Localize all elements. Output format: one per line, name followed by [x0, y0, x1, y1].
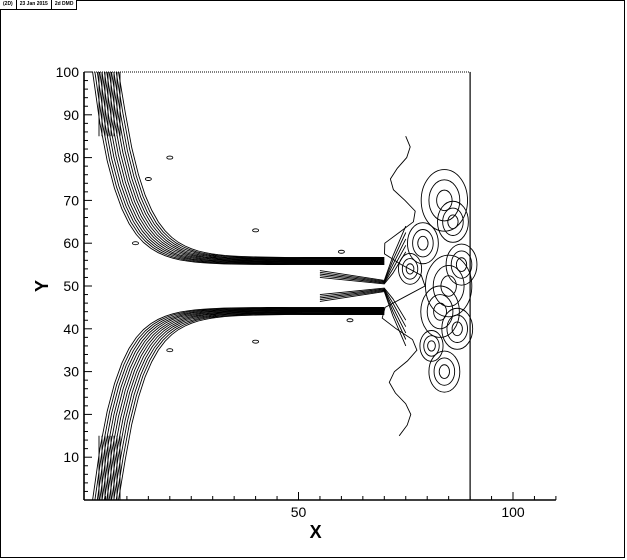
vortex-contour [427, 340, 436, 352]
vortex-contour [455, 257, 468, 272]
vortex-contour [442, 207, 464, 236]
y-tick-label: 10 [63, 449, 79, 465]
vortex-contour [441, 307, 474, 350]
lower-shear-contour [92, 306, 385, 501]
lower-shear-contour [115, 313, 385, 501]
vortex-contour [425, 254, 473, 318]
vortex-contour [447, 214, 459, 230]
converge-contour [319, 245, 407, 284]
vortex-contour [437, 200, 469, 243]
converge-contour [319, 288, 407, 327]
island-contour [209, 254, 217, 258]
upper-shear-contour [94, 71, 385, 265]
y-tick-label: 30 [63, 364, 79, 380]
y-tick-label: 60 [63, 235, 79, 251]
lower-shear-contour [101, 309, 385, 501]
vortex-contour [433, 302, 447, 321]
y-tick-label: 20 [63, 406, 79, 422]
upper-shear-contour [106, 71, 385, 262]
upper-shear-contour [113, 71, 385, 260]
y-tick-label: 100 [56, 64, 80, 80]
upper-shear-contour [108, 71, 385, 261]
contour-lines [92, 71, 478, 501]
island-contour [166, 155, 174, 160]
upper-shear-contour [111, 71, 385, 260]
y-tick-label: 80 [63, 150, 79, 166]
lower-shear-contour [96, 308, 385, 501]
y-axis-title: Y [32, 280, 52, 292]
vortex-contour [438, 364, 450, 379]
lower-shear-contour [106, 310, 385, 501]
vortex-contour [436, 189, 453, 212]
vortex-contour [407, 222, 439, 265]
lower-shear-contour [111, 312, 385, 501]
vortex-contour [426, 294, 454, 330]
converge-contour [319, 290, 407, 340]
island-contour [252, 339, 260, 344]
vortex-contour [428, 350, 461, 393]
y-tick-label: 40 [63, 321, 79, 337]
lower-shear-contour [94, 307, 385, 501]
y-tick-label: 70 [63, 192, 79, 208]
x-tick-label: 50 [291, 504, 307, 520]
converge-contour [319, 287, 407, 321]
vortex-contour [417, 235, 429, 251]
island-contour [132, 241, 139, 246]
x-axis-title: X [310, 522, 322, 542]
header-title: 2d DMD [54, 1, 74, 7]
y-tick-label: 90 [63, 107, 79, 123]
upper-shear-contour [103, 71, 385, 262]
converge-contour [319, 225, 407, 281]
axes: 50 100 10 20 30 40 50 60 70 80 90 100 X Y [32, 64, 557, 542]
vortex-contour [412, 229, 434, 258]
island-contour [273, 258, 281, 263]
lower-shear-contour [99, 308, 385, 501]
upper-shear-contour [99, 71, 385, 264]
header-tag: (2D) [0, 0, 17, 9]
wake-envelope [381, 136, 426, 437]
island-contour [144, 177, 152, 181]
island-contour [337, 249, 345, 254]
lower-shear-contour [118, 314, 385, 501]
island-contour [252, 228, 260, 233]
vortex-contour [419, 330, 444, 362]
vortex-contour [420, 169, 468, 232]
upper-shear-contour [118, 71, 385, 258]
converge-contour [319, 238, 407, 283]
vortex-contour [433, 357, 456, 386]
lower-shear-contour [108, 311, 385, 501]
y-tick-label: 50 [63, 278, 79, 294]
vortex-contour [428, 179, 461, 222]
island-contour [295, 309, 302, 314]
vortex-contour [451, 321, 463, 337]
converge-contour [319, 291, 407, 347]
vortex-contour [401, 258, 419, 280]
vortex-contour [420, 285, 460, 338]
vortex-contour [405, 263, 415, 275]
lower-shear-contour [103, 310, 385, 501]
vortex-contour [450, 250, 473, 279]
lower-shear-contour [113, 312, 385, 501]
vortex-contour [446, 314, 468, 343]
vortex-contour [398, 253, 423, 285]
header-bar: (2D) 23 Jan 2015 2d DMD [0, 0, 78, 10]
vortex-contour [445, 243, 478, 286]
island-contour [346, 318, 354, 323]
upper-shear-contour [96, 71, 385, 264]
upper-shear-contour [115, 71, 385, 259]
converge-contour [319, 232, 407, 282]
x-tick-label: 100 [501, 504, 525, 520]
vortex-contour [423, 335, 440, 357]
upper-shear-contour [92, 71, 385, 266]
converge-contour [319, 289, 407, 334]
upper-shear-contour [101, 71, 385, 263]
header-date: 23 Jan 2015 [17, 0, 52, 9]
island-contour [166, 348, 174, 353]
island-contour [209, 314, 217, 318]
vortex-contour [432, 265, 465, 307]
